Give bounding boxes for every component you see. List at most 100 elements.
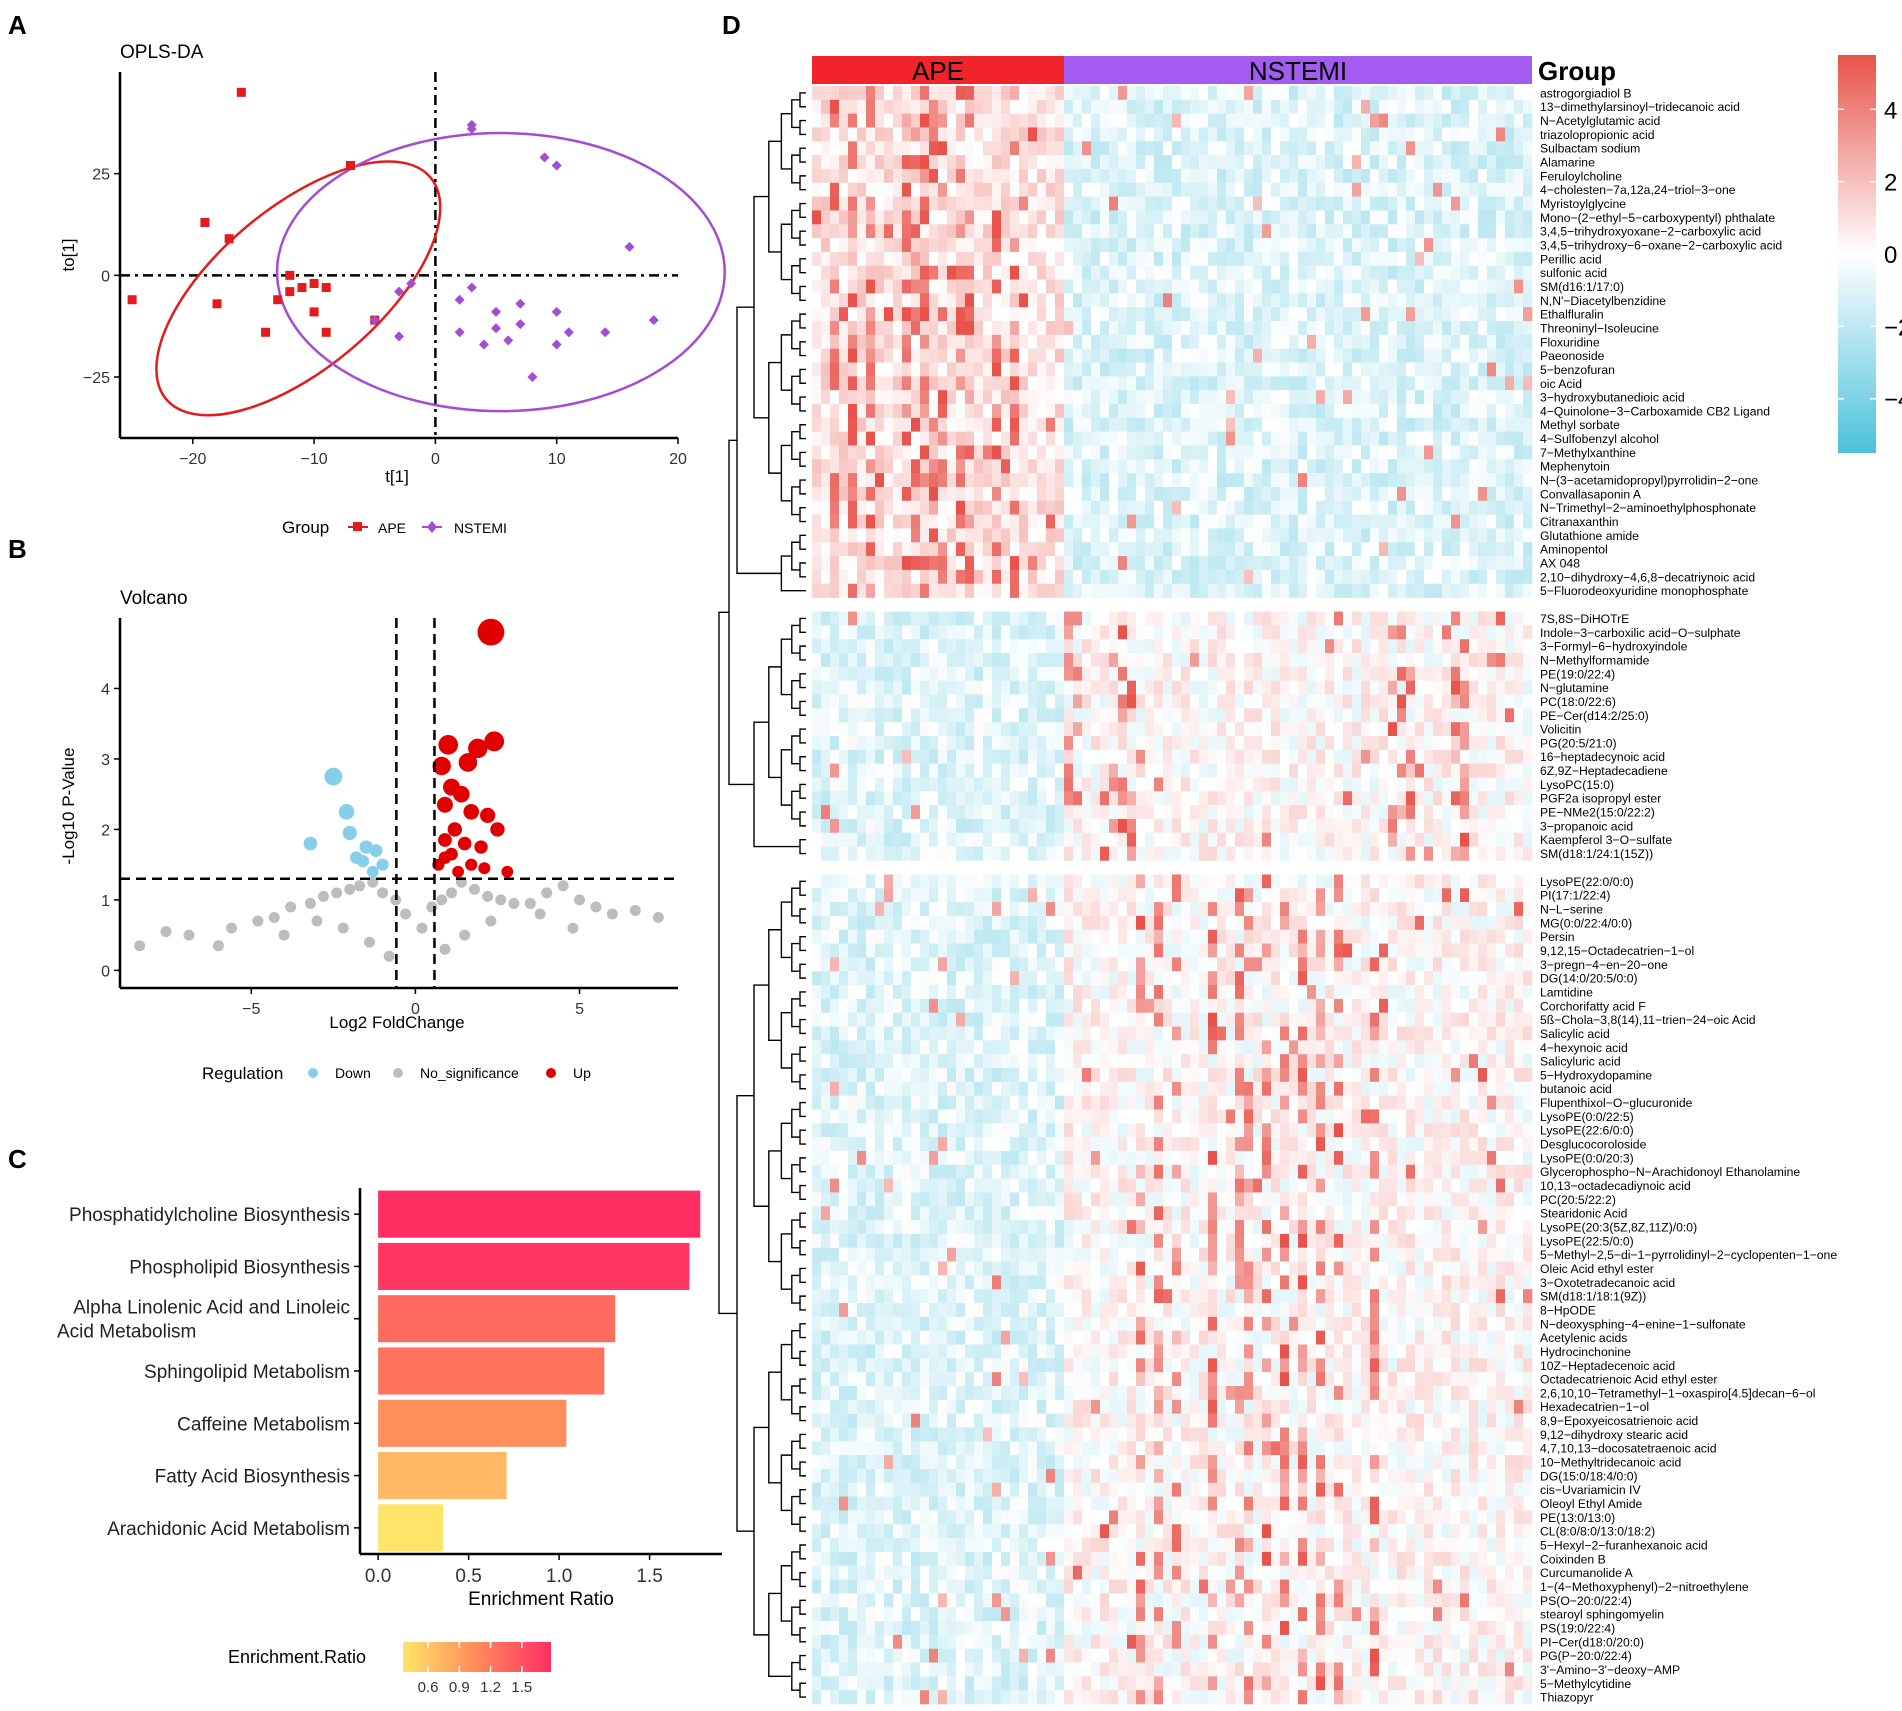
heatmap-cell <box>1316 653 1326 668</box>
heatmap-cell <box>1370 99 1380 114</box>
heatmap-cell <box>1172 459 1182 474</box>
heatmap-cell <box>884 694 894 709</box>
heatmap-cell <box>1028 307 1038 322</box>
heatmap-cell <box>884 473 894 488</box>
heatmap-cell <box>992 583 1002 598</box>
heatmap-cell <box>1118 763 1128 778</box>
heatmap-cell <box>1307 583 1317 598</box>
heatmap-cell <box>947 818 957 834</box>
heatmap-cell <box>1253 514 1263 529</box>
heatmap-cell <box>911 127 921 142</box>
heatmap-cell <box>1343 473 1353 488</box>
heatmap-cell <box>839 929 849 944</box>
heatmap-cell <box>1307 127 1317 142</box>
heatmap-cell <box>1370 182 1380 197</box>
heatmap-cell <box>1352 611 1362 626</box>
heatmap-cell <box>1073 404 1083 419</box>
heatmap-cell <box>1424 265 1434 280</box>
heatmap-cell <box>1469 307 1479 322</box>
heatmap-cell <box>1523 459 1533 474</box>
heatmap-cell <box>902 265 912 280</box>
heatmap-cell <box>911 362 921 377</box>
heatmap-cell <box>1208 666 1218 681</box>
heatmap-cell <box>1253 113 1263 128</box>
heatmap-cell <box>1496 486 1506 502</box>
heatmap-cell <box>1523 390 1533 405</box>
heatmap-cell <box>1496 874 1506 889</box>
heatmap-cell <box>902 238 912 253</box>
volcano-point-no_significance <box>134 940 146 952</box>
heatmap-cell <box>1082 929 1092 944</box>
heatmap-cell <box>1307 888 1317 903</box>
opls-point-nstemi <box>466 119 477 130</box>
heatmap-cell <box>857 625 867 640</box>
heatmap-cell <box>1334 542 1344 557</box>
heatmap-cell <box>1154 902 1164 917</box>
heatmap-cell <box>812 486 822 502</box>
heatmap-cell <box>983 279 993 294</box>
heatmap-cell <box>1316 763 1326 778</box>
heatmap-cell <box>1055 708 1065 723</box>
heatmap-cell <box>866 486 876 502</box>
heatmap-cell <box>1289 404 1299 419</box>
heatmap-cell <box>1055 251 1065 267</box>
heatmap-cell <box>911 749 921 764</box>
heatmap-cell <box>1316 694 1326 709</box>
heatmap-cell <box>929 832 939 847</box>
heatmap-cell <box>956 763 966 778</box>
heatmap-cell <box>893 445 903 460</box>
heatmap-cell <box>1334 639 1344 654</box>
heatmap-cell <box>1307 404 1317 419</box>
heatmap-cell <box>1424 390 1434 405</box>
heatmap-cell <box>1127 694 1137 709</box>
heatmap-cell <box>1325 666 1335 681</box>
heatmap-cell <box>1010 445 1020 460</box>
heatmap-cell <box>1487 625 1497 640</box>
heatmap-cell <box>1478 307 1488 322</box>
heatmap-cell <box>1190 736 1200 751</box>
heatmap-cell <box>992 210 1002 225</box>
heatmap-cell <box>983 514 993 529</box>
heatmap-cell <box>1235 569 1245 585</box>
heatmap-cell <box>1415 486 1425 502</box>
heatmap-cell <box>1388 210 1398 225</box>
heatmap-cell <box>1397 902 1407 917</box>
heatmap-cell <box>839 307 849 322</box>
heatmap-cell <box>1334 321 1344 336</box>
heatmap-cell <box>821 196 831 211</box>
heatmap-cell <box>1316 791 1326 806</box>
heatmap-cell <box>911 196 921 211</box>
heatmap-cell <box>947 431 957 446</box>
heatmap-cell <box>1217 583 1227 598</box>
heatmap-cell <box>1460 362 1470 377</box>
heatmap-cell <box>1010 818 1020 834</box>
heatmap-cell <box>1262 417 1272 432</box>
heatmap-cell <box>911 390 921 405</box>
heatmap-cell <box>1082 404 1092 419</box>
heatmap-cell <box>1109 404 1119 419</box>
heatmap-cell <box>830 141 840 156</box>
heatmap-cell <box>812 99 822 114</box>
heatmap-cell <box>1163 86 1173 101</box>
heatmap-cell <box>1253 251 1263 267</box>
heatmap-cell <box>1082 763 1092 778</box>
heatmap-cell <box>902 307 912 322</box>
heatmap-cell <box>1127 473 1137 488</box>
heatmap-cell <box>992 321 1002 336</box>
heatmap-cell <box>1019 486 1029 502</box>
heatmap-cell <box>1271 238 1281 253</box>
heatmap-cell <box>1496 86 1506 101</box>
heatmap-cell <box>1235 182 1245 197</box>
heatmap-cell <box>1415 334 1425 349</box>
heatmap-cell <box>1163 736 1173 751</box>
heatmap-cell <box>1451 653 1461 668</box>
heatmap-cell <box>920 334 930 349</box>
heatmap-cell <box>866 431 876 446</box>
heatmap-cell <box>1523 431 1533 446</box>
heatmap-cell <box>1064 832 1074 847</box>
heatmap-cell <box>1505 915 1515 931</box>
heatmap-cell <box>1370 639 1380 654</box>
heatmap-cell <box>1145 611 1155 626</box>
heatmap-cell <box>1055 307 1065 322</box>
heatmap-cell <box>1136 348 1146 363</box>
